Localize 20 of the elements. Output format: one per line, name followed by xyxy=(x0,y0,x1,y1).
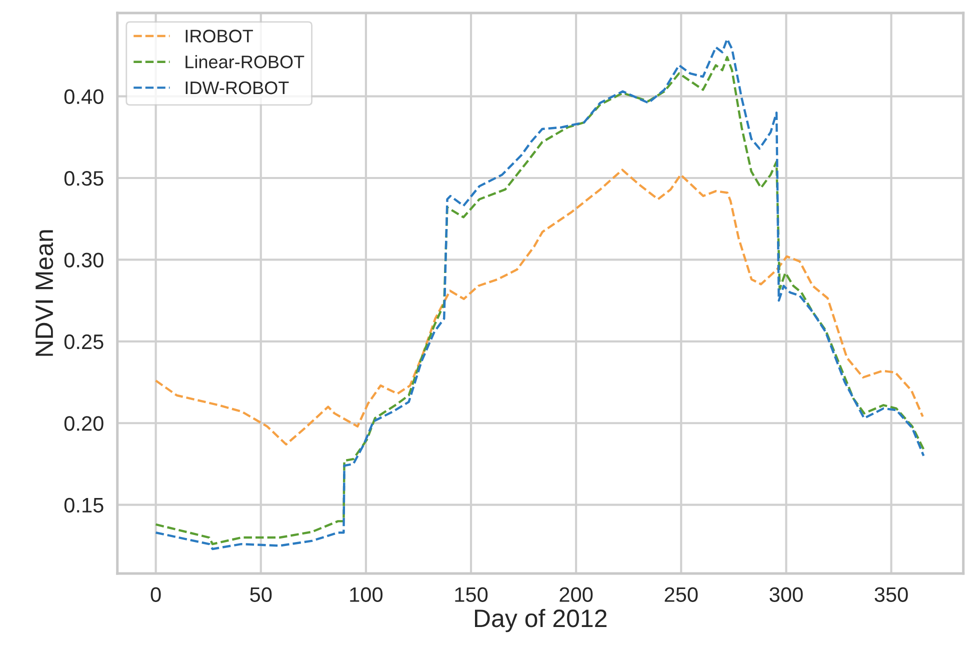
y-tick-label: 0.15 xyxy=(64,498,104,513)
x-tick-label: 250 xyxy=(664,587,698,602)
x-tick-label: 300 xyxy=(770,587,803,602)
x-tick-label: 350 xyxy=(874,587,908,602)
legend-label: IDW-ROBOT xyxy=(186,81,289,94)
x-tick-label: 100 xyxy=(350,587,383,602)
y-tick-label: 0.30 xyxy=(64,252,104,268)
legend-label: IROBOT xyxy=(186,30,253,42)
y-tick-label: 0.40 xyxy=(64,89,104,104)
y-axis-title: NDVI Mean xyxy=(36,230,54,356)
x-tick-label: 150 xyxy=(455,587,488,602)
x-axis-title: Day of 2012 xyxy=(474,608,606,632)
y-tick-label: 0.25 xyxy=(64,334,104,350)
legend-label: Linear-ROBOT xyxy=(186,55,304,68)
x-tick-label: 200 xyxy=(560,587,593,602)
x-tick-label: 50 xyxy=(250,587,272,602)
line-series xyxy=(154,168,924,446)
y-tick-label: 0.20 xyxy=(64,416,104,431)
x-tick-label: 0 xyxy=(150,587,161,602)
y-tick-label: 0.35 xyxy=(64,171,104,186)
